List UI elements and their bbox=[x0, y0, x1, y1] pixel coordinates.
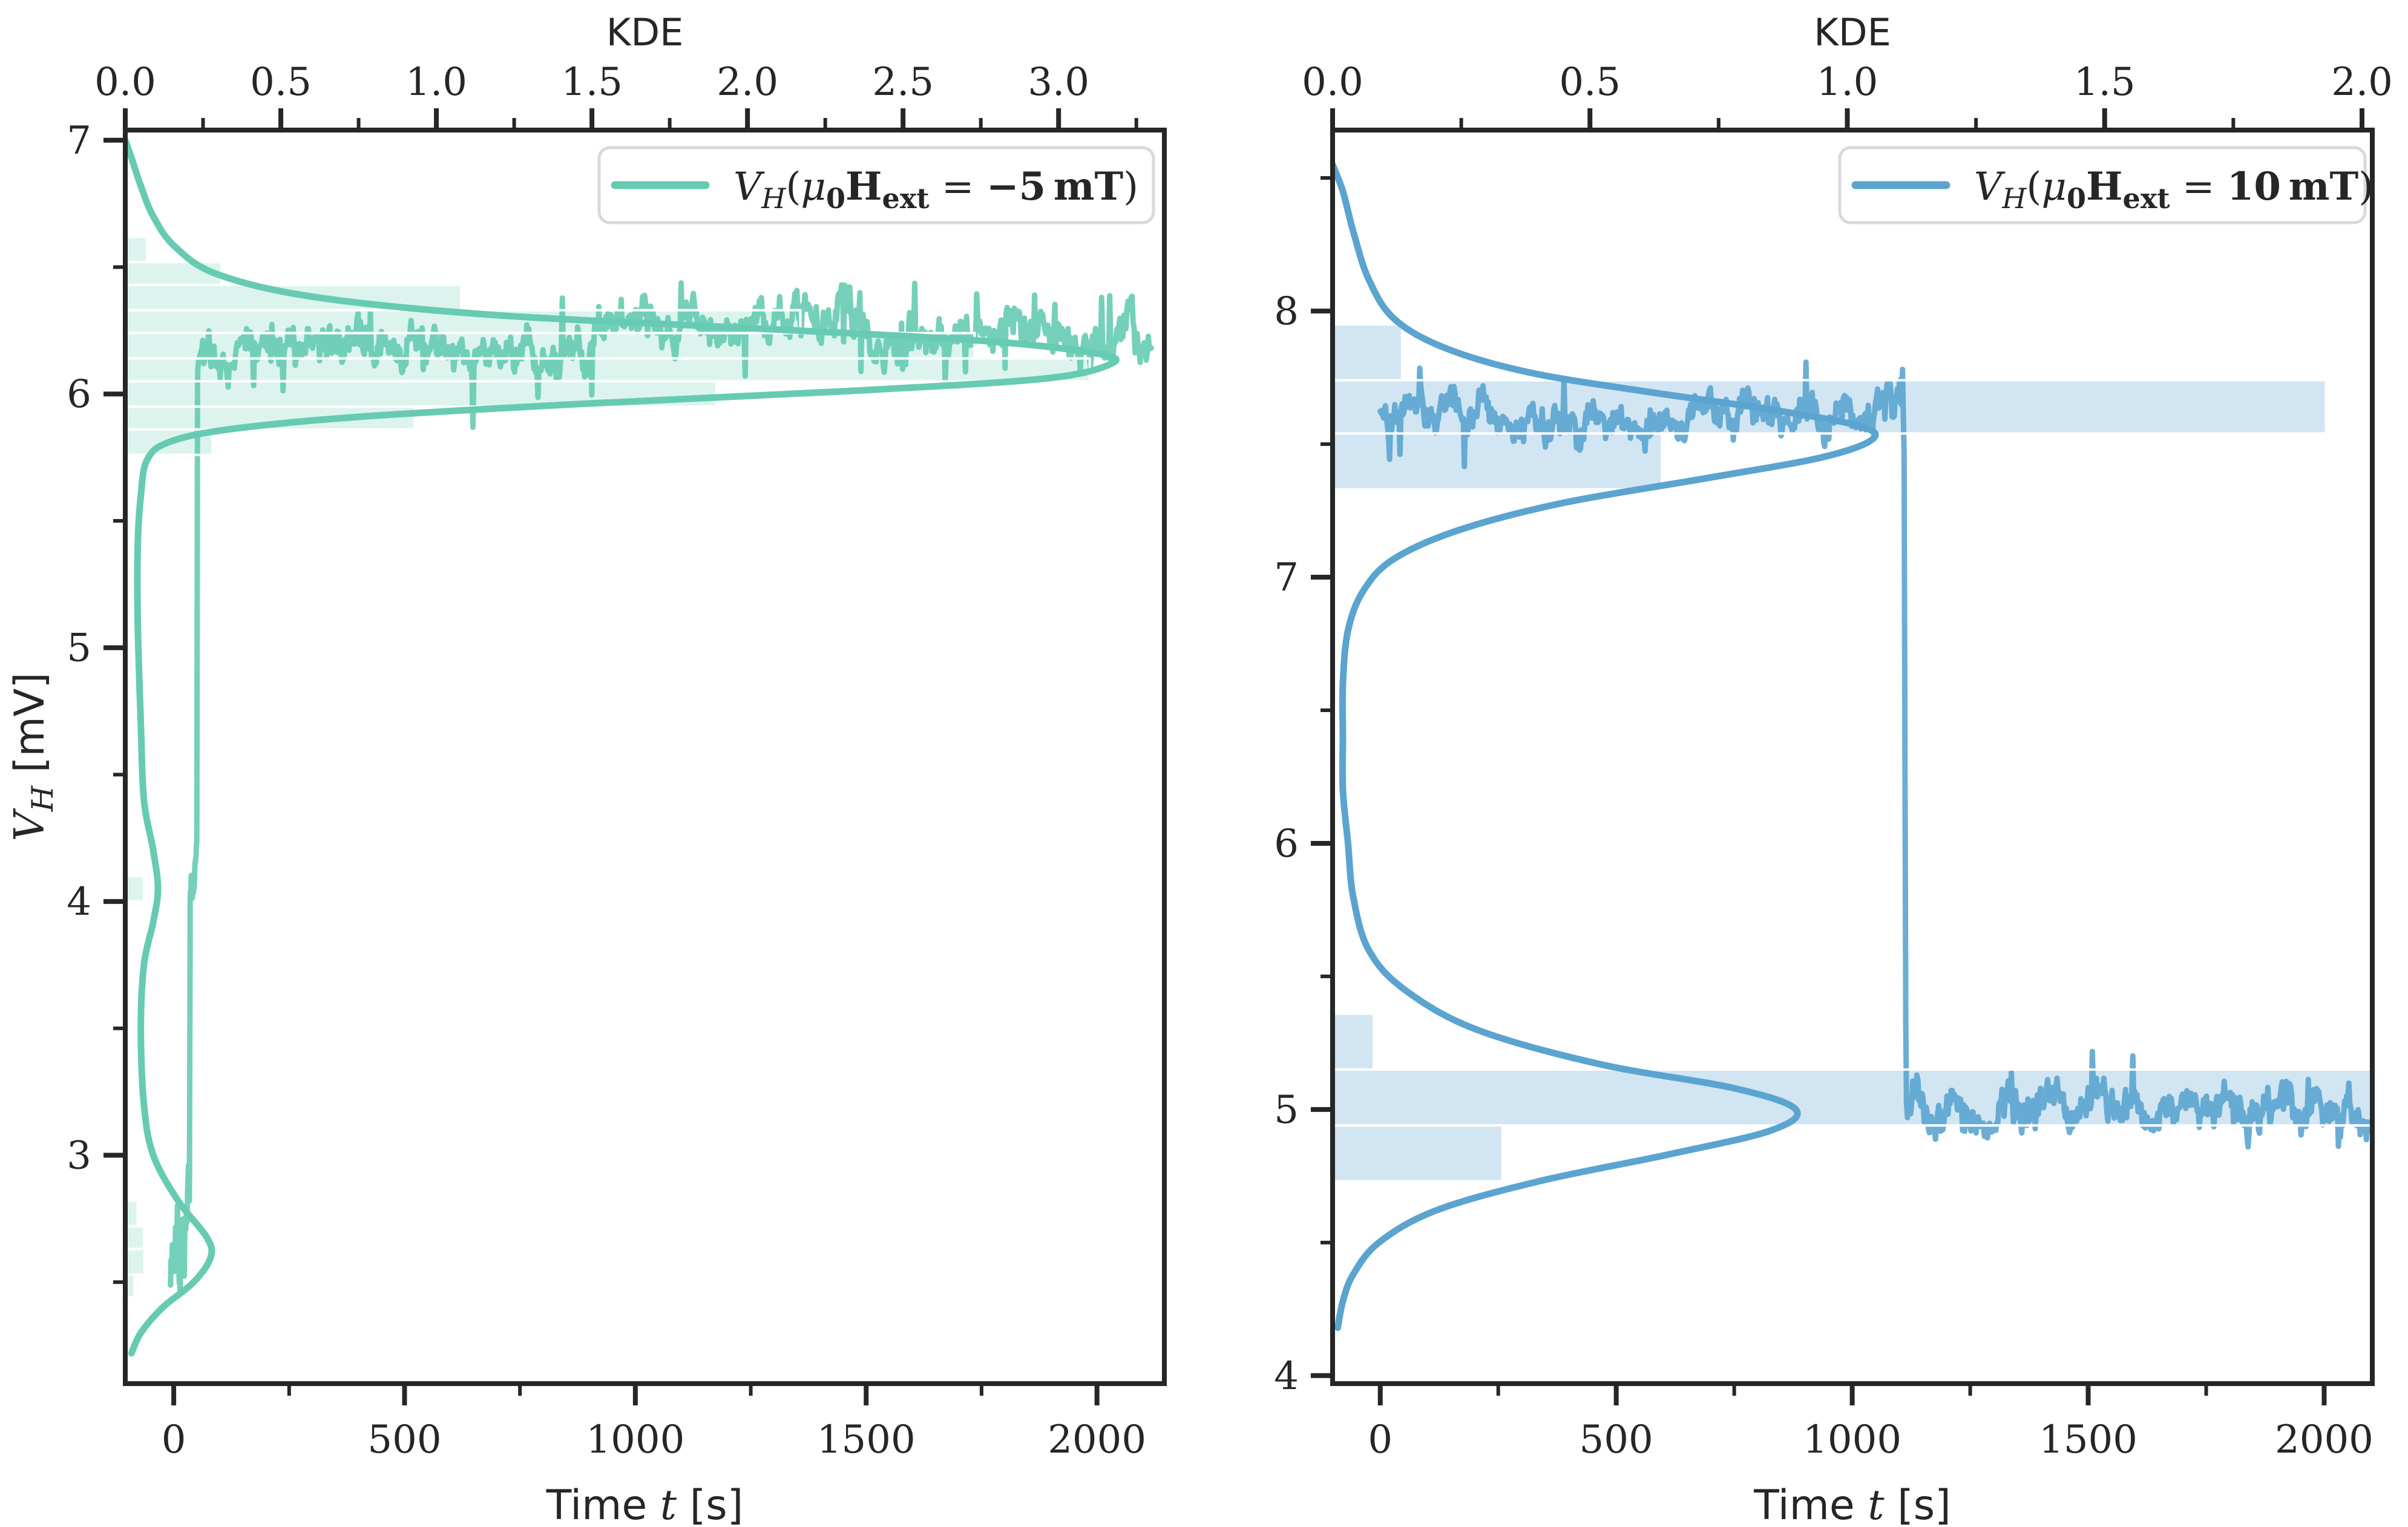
y-axis-title: VH [mV] bbox=[6, 672, 60, 841]
legend-label: VH(μ0Hext = −5 mT) bbox=[733, 164, 1138, 215]
plot-area-left: 0 500 1000 1500 2000 0.0 0.5 1.0 1.5 2.0 2.5 3.0 3 4 5… bbox=[6, 10, 1167, 1527]
y-axis-title-group: VH [mV] bbox=[6, 672, 60, 841]
x-axis-title: Time t [s] bbox=[1753, 1482, 1950, 1527]
x-tick-label: 0 bbox=[1368, 1417, 1393, 1462]
histogram-bar bbox=[1333, 1012, 1376, 1071]
histogram-bar bbox=[125, 235, 148, 264]
kde-axis-title: KDE bbox=[1814, 10, 1891, 54]
kde-axis-title: KDE bbox=[606, 10, 684, 54]
x-tick-label: 500 bbox=[367, 1417, 441, 1462]
kde-curve bbox=[1333, 161, 1879, 1332]
histogram-bar bbox=[1333, 1124, 1504, 1183]
kde-tick-label: 1.5 bbox=[561, 60, 623, 105]
plot-area-right: 0 500 1000 1500 2000 0.0 0.5 1.0 1.5 2.0 4 5 6 7 8 KDE T… bbox=[1274, 10, 2393, 1527]
plot-spine bbox=[123, 128, 1167, 1386]
legend: VH(μ0Hext = −5 mT) bbox=[597, 146, 1155, 224]
kde-tick-label: 1.0 bbox=[405, 60, 467, 105]
x-tick-label: 1000 bbox=[586, 1417, 684, 1462]
histogram-bar bbox=[1333, 1068, 2372, 1127]
kde-tick-label: 0.5 bbox=[1559, 60, 1621, 105]
x-axis-title: Time t [s] bbox=[546, 1482, 743, 1527]
x-tick-label: 1500 bbox=[817, 1417, 916, 1462]
x-tick-label: 1000 bbox=[1803, 1417, 1901, 1462]
y-tick-label: 5 bbox=[67, 626, 91, 671]
y-tick-label: 7 bbox=[67, 119, 91, 163]
y-tick-label: 7 bbox=[1274, 555, 1299, 600]
kde-tick-label: 2.0 bbox=[2331, 60, 2393, 105]
y-tick-label: 4 bbox=[1274, 1354, 1299, 1399]
kde-tick-label: 2.5 bbox=[872, 60, 934, 105]
plot-data-layer-right bbox=[1333, 161, 2372, 1332]
x-tick-label: 2000 bbox=[1048, 1417, 1146, 1462]
histogram-bar bbox=[125, 1225, 145, 1251]
legend: VH(μ0Hext = 10 mT) bbox=[1838, 146, 2374, 224]
histogram-bar bbox=[125, 332, 976, 360]
y-tick-label: 6 bbox=[67, 372, 91, 417]
histogram-bar bbox=[1333, 323, 1403, 382]
histogram-bar bbox=[125, 357, 1091, 383]
kde-curve bbox=[125, 137, 1120, 1357]
plot-data-layer-left bbox=[125, 137, 1154, 1357]
kde-tick-label: 0.5 bbox=[250, 60, 312, 105]
y-tick-label: 5 bbox=[1274, 1088, 1299, 1133]
time-series-line bbox=[1377, 359, 2372, 1150]
y-tick-label: 8 bbox=[1274, 289, 1299, 334]
y-tick-label: 3 bbox=[67, 1134, 91, 1179]
kde-tick-label: 3.0 bbox=[1028, 60, 1089, 105]
histogram-bar bbox=[125, 875, 145, 903]
kde-tick-label: 1.0 bbox=[1817, 60, 1878, 105]
kde-tick-label: 2.0 bbox=[717, 60, 778, 105]
x-tick-label: 500 bbox=[1580, 1417, 1653, 1462]
kde-tick-label: 0.0 bbox=[94, 60, 156, 105]
kde-tick-label: 1.5 bbox=[2074, 60, 2136, 105]
legend-label: VH(μ0Hext = 10 mT) bbox=[1974, 164, 2374, 215]
histogram-bar bbox=[125, 1247, 146, 1276]
legend-box bbox=[597, 146, 1155, 224]
y-tick-label: 6 bbox=[1274, 822, 1299, 866]
histogram-bar bbox=[1333, 379, 2328, 435]
time-series-line bbox=[168, 280, 1154, 1295]
legend-box bbox=[1838, 146, 2367, 224]
x-tick-label: 2000 bbox=[2275, 1417, 2374, 1462]
x-tick-label: 1500 bbox=[2039, 1417, 2137, 1462]
x-tick-label: 0 bbox=[162, 1417, 186, 1462]
histogram-bar bbox=[1333, 432, 1664, 491]
y-tick-label: 4 bbox=[67, 880, 91, 924]
kde-tick-label: 0.0 bbox=[1302, 60, 1363, 105]
